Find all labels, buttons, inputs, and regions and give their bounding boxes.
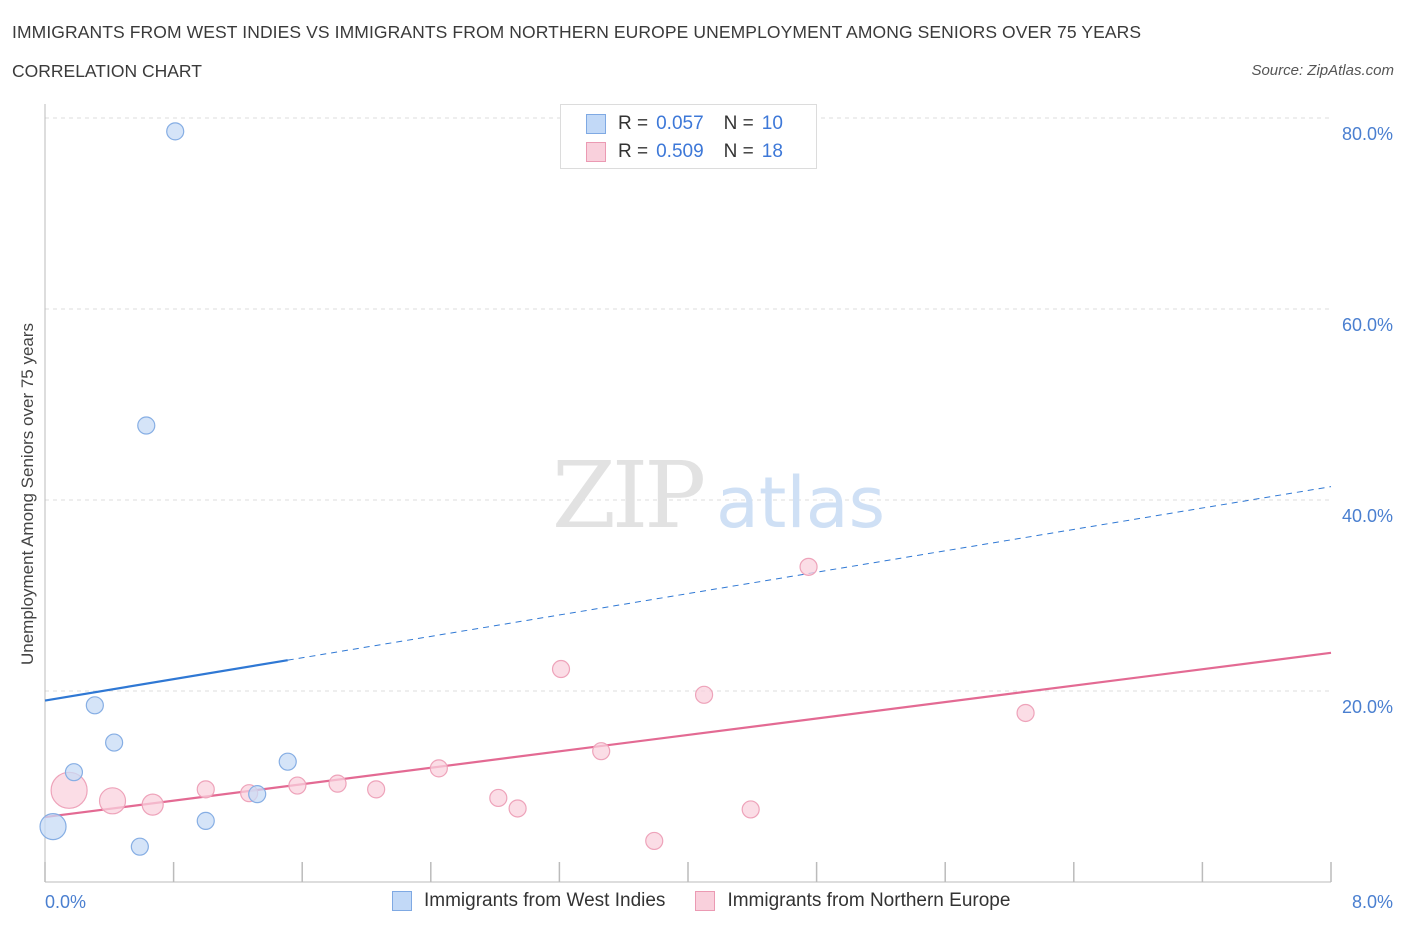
legend-row-northern-europe: R = 0.509 N = 18 — [586, 139, 783, 165]
legend-n-label: N = — [723, 141, 754, 162]
x-tick-label: 0.0% — [45, 892, 86, 912]
watermark-atlas: atlas — [716, 462, 885, 544]
legend-r-label: R = — [618, 141, 649, 162]
chart-title: IMMIGRANTS FROM WEST INDIES VS IMMIGRANT… — [12, 22, 1142, 42]
point-northern-europe — [141, 793, 164, 816]
legend-r-value: 0.057 — [656, 113, 704, 134]
y-tick-label: 60.0% — [1342, 315, 1393, 335]
legend-n-value: 10 — [761, 113, 783, 134]
point-northern-europe — [551, 659, 571, 679]
data-points — [39, 122, 1035, 856]
trend-line-northern-europe — [44, 651, 1332, 819]
series-legend: Immigrants from West Indies Immigrants f… — [392, 890, 1040, 912]
point-northern-europe — [799, 557, 818, 576]
point-northern-europe — [98, 787, 127, 815]
series-legend-northern-europe[interactable]: Immigrants from Northern Europe — [695, 890, 1010, 912]
point-northern-europe — [328, 774, 347, 793]
series-swatch-northern-europe — [695, 891, 716, 911]
series-name-northern-europe: Immigrants from Northern Europe — [727, 890, 1011, 911]
point-west-indies — [39, 813, 67, 841]
point-northern-europe — [741, 800, 760, 819]
source-credit: Source: ZipAtlas.com — [1251, 62, 1394, 79]
x-tick-label: 8.0% — [1352, 892, 1393, 912]
gridlines — [45, 117, 1331, 692]
legend-swatch-west-indies — [586, 114, 606, 134]
point-west-indies — [137, 416, 156, 435]
point-northern-europe — [508, 799, 527, 818]
point-west-indies — [130, 837, 149, 856]
series-swatch-west-indies — [392, 891, 412, 911]
point-northern-europe — [288, 776, 307, 795]
point-northern-europe — [1016, 703, 1035, 723]
tick-labels: 20.0% 40.0% 60.0% 80.0% 0.0% 8.0% — [45, 124, 1393, 912]
chart-subtitle: CORRELATION CHART — [12, 61, 202, 81]
legend-n-label: N = — [723, 113, 754, 134]
axes — [44, 104, 1332, 883]
y-tick-label: 80.0% — [1342, 124, 1393, 144]
y-tick-label: 40.0% — [1342, 506, 1393, 526]
point-northern-europe — [592, 742, 611, 761]
point-northern-europe — [645, 831, 664, 851]
legend-n-value: 18 — [761, 141, 783, 162]
legend-r-label: R = — [618, 113, 649, 134]
series-name-west-indies: Immigrants from West Indies — [424, 890, 666, 911]
point-northern-europe — [367, 780, 386, 799]
correlation-legend: R = 0.057 N = 10 R = 0.509 N = 18 — [560, 104, 817, 169]
y-axis-label: Unemployment Among Seniors over 75 years — [18, 323, 37, 665]
point-northern-europe — [429, 759, 448, 778]
trend-line-west-indies — [44, 659, 288, 702]
legend-row-west-indies: R = 0.057 N = 10 — [586, 111, 783, 137]
point-west-indies — [85, 696, 104, 715]
watermark-zip: ZIP — [552, 442, 703, 549]
legend-r-value: 0.509 — [656, 141, 704, 162]
point-northern-europe — [694, 685, 714, 704]
point-west-indies — [248, 785, 267, 804]
point-west-indies — [166, 122, 185, 141]
series-legend-west-indies[interactable]: Immigrants from West Indies — [392, 890, 665, 912]
point-west-indies — [196, 811, 215, 830]
legend-swatch-northern-europe — [586, 142, 606, 162]
y-tick-label: 20.0% — [1342, 697, 1393, 717]
point-west-indies — [105, 733, 124, 752]
point-west-indies — [278, 752, 297, 771]
point-northern-europe — [489, 788, 508, 808]
point-west-indies — [64, 763, 84, 782]
point-northern-europe — [196, 780, 215, 799]
